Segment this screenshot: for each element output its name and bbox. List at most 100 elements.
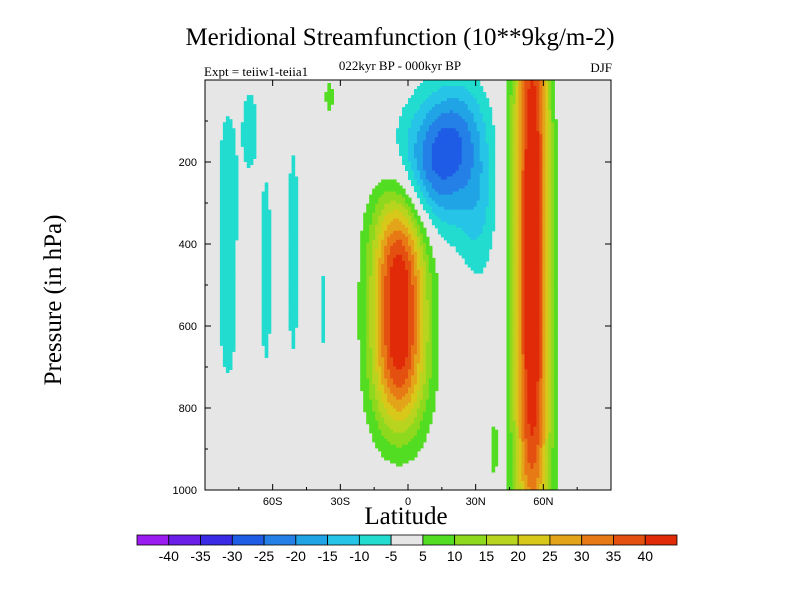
- contour-cell: [530, 116, 534, 120]
- contour-cell: [402, 230, 406, 235]
- contour-cell: [294, 200, 299, 205]
- contour-cell: [443, 221, 448, 226]
- contour-cell: [467, 239, 472, 244]
- contour-cell: [524, 281, 529, 286]
- contour-cell: [425, 176, 430, 181]
- contour-cell: [521, 266, 526, 271]
- contour-cell: [419, 128, 424, 132]
- contour-cell: [476, 209, 481, 214]
- contour-cell: [372, 312, 376, 316]
- contour-cell: [452, 206, 457, 211]
- contour-cell: [231, 263, 236, 268]
- contour-cell: [464, 179, 469, 184]
- contour-cell: [416, 110, 421, 114]
- contour-cell: [288, 318, 293, 322]
- contour-cell: [539, 122, 543, 126]
- contour-cell: [363, 281, 367, 286]
- contour-cell: [554, 125, 558, 129]
- contour-cell: [554, 134, 558, 138]
- contour-cell: [267, 227, 272, 232]
- contour-cell: [539, 110, 543, 114]
- contour-cell: [294, 230, 299, 235]
- contour-cell: [506, 324, 511, 328]
- contour-cell: [419, 242, 424, 247]
- contour-cell: [458, 95, 463, 99]
- contour-cell: [446, 233, 451, 238]
- contour-cell: [363, 257, 367, 262]
- contour-cell: [527, 312, 531, 316]
- contour-cell: [518, 260, 523, 265]
- contour-cell: [378, 336, 382, 340]
- contour-cell: [530, 206, 534, 211]
- contour-cell: [548, 251, 552, 256]
- contour-cell: [521, 203, 526, 208]
- contour-cell: [246, 122, 251, 126]
- contour-cell: [384, 257, 388, 262]
- contour-cell: [446, 227, 451, 232]
- contour-cell: [554, 303, 558, 307]
- contour-cell: [509, 155, 514, 159]
- contour-cell: [410, 122, 415, 126]
- contour-cell: [524, 245, 529, 250]
- contour-cell: [375, 212, 379, 217]
- contour-cell: [452, 89, 457, 93]
- contour-cell: [470, 257, 475, 262]
- contour-cell: [428, 122, 433, 126]
- contour-cell: [542, 104, 546, 108]
- contour-cell: [506, 131, 511, 135]
- contour-cell: [530, 297, 534, 301]
- contour-cell: [431, 116, 436, 120]
- contour-cell: [375, 218, 379, 223]
- contour-cell: [443, 161, 448, 166]
- contour-cell: [363, 303, 367, 307]
- contour-cell: [387, 221, 391, 226]
- contour-cell: [219, 248, 224, 253]
- contour-cell: [225, 251, 230, 256]
- contour-cell: [524, 176, 529, 181]
- contour-cell: [524, 260, 529, 265]
- contour-cell: [548, 278, 552, 283]
- contour-cell: [476, 206, 481, 211]
- contour-cell: [291, 206, 296, 211]
- contour-cell: [491, 173, 496, 178]
- contour-cell: [288, 281, 293, 286]
- contour-cell: [455, 143, 460, 147]
- contour-cell: [222, 318, 227, 322]
- contour-cell: [261, 297, 266, 301]
- contour-cell: [405, 134, 409, 138]
- contour-cell: [539, 269, 543, 274]
- contour-cell: [518, 182, 523, 187]
- contour-cell: [518, 80, 523, 84]
- contour-cell: [485, 140, 490, 144]
- contour-cell: [470, 194, 475, 199]
- contour-cell: [473, 245, 478, 250]
- contour-cell: [461, 158, 466, 162]
- contour-cell: [551, 137, 555, 141]
- contour-cell: [419, 179, 424, 184]
- contour-cell: [225, 245, 230, 250]
- contour-cell: [219, 149, 224, 153]
- contour-cell: [405, 278, 409, 283]
- contour-cell: [521, 173, 526, 178]
- contour-cell: [393, 312, 397, 316]
- contour-cell: [288, 224, 293, 229]
- contour-cell: [425, 285, 430, 289]
- contour-cell: [413, 324, 418, 328]
- contour-cell: [294, 245, 299, 250]
- contour-cell: [419, 188, 424, 193]
- contour-cell: [518, 303, 523, 307]
- contour-cell: [467, 143, 472, 147]
- contour-cell: [521, 197, 526, 202]
- contour-cell: [476, 194, 481, 199]
- contour-cell: [470, 92, 475, 96]
- contour-cell: [428, 188, 433, 193]
- contour-cell: [294, 176, 299, 181]
- contour-cell: [539, 179, 543, 184]
- contour-cell: [467, 161, 472, 166]
- contour-cell: [440, 170, 445, 175]
- contour-cell: [405, 339, 409, 343]
- contour-cell: [437, 215, 442, 220]
- contour-cell: [431, 191, 436, 196]
- contour-cell: [476, 152, 481, 156]
- contour-cell: [369, 197, 373, 202]
